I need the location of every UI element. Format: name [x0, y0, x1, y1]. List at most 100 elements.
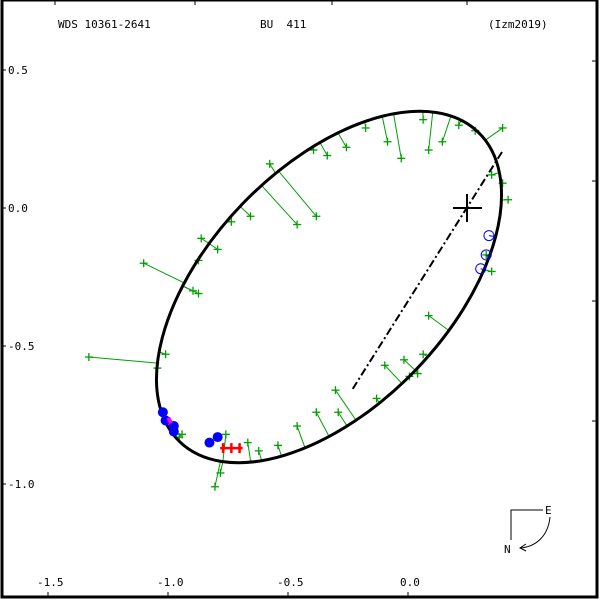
residual-line [384, 364, 403, 384]
line-of-nodes [351, 151, 503, 391]
residual-line [393, 113, 402, 159]
plus-marker [419, 350, 428, 359]
plus-marker [227, 217, 236, 226]
plus-marker [197, 234, 206, 243]
plus-marker [380, 361, 389, 370]
discoverer-label: BU 411 [260, 18, 306, 31]
plus-marker [504, 195, 513, 204]
plus-marker [487, 170, 496, 179]
circle-residual [480, 268, 485, 271]
x-axis-ticks-top [54, 0, 468, 5]
plus-marker [361, 123, 370, 132]
y-axis-ticks-left [2, 69, 6, 485]
plus-marker [293, 220, 302, 229]
plus-marker [139, 259, 148, 268]
plus-marker [216, 468, 225, 477]
plus-marker [254, 446, 263, 455]
plus-marker [383, 137, 392, 146]
plus-marker [334, 408, 343, 417]
residual-line [403, 359, 416, 371]
residual-line [239, 205, 251, 217]
circle-residual [485, 254, 490, 258]
plus-marker [246, 212, 255, 221]
plus-marker [189, 286, 197, 295]
x-tick-label: 0.0 [400, 576, 420, 589]
plus-marker [413, 369, 422, 378]
plus-marker [419, 115, 428, 124]
speckle-dot [204, 437, 215, 448]
speckle-dot [212, 432, 223, 443]
open-circle [475, 263, 487, 275]
plus-marker [178, 430, 187, 439]
plus-marker [342, 143, 351, 152]
plus-marker [438, 137, 447, 146]
residual-line [208, 243, 218, 250]
residual-line [319, 142, 328, 156]
y-tick-label: -0.5 [8, 340, 35, 353]
residual-line [428, 315, 450, 331]
x-tick-label: -1.5 [37, 576, 64, 589]
reference-label: (Izm2019) [488, 18, 548, 31]
residual-line [441, 115, 452, 142]
special-measure-markers [220, 443, 243, 454]
x-tick-label: -1.0 [157, 576, 184, 589]
residual-line [261, 185, 298, 225]
compass-north-label: N [504, 543, 511, 556]
residual-line [296, 425, 306, 449]
plus-marker [397, 154, 406, 163]
plus-marker [312, 408, 321, 417]
plus-marker [424, 311, 433, 320]
residual-line [485, 127, 503, 141]
wds-id-label: WDS 10361-2641 [58, 18, 151, 31]
plus-marker [498, 123, 507, 132]
plus-marker [424, 146, 433, 155]
plus-marker [84, 353, 93, 362]
residual-line [335, 389, 357, 421]
x-axis-ticks-bottom [47, 592, 409, 597]
compass-rose [510, 509, 551, 552]
y-tick-label: 0.0 [8, 202, 28, 215]
residual-line [315, 412, 330, 437]
orbit-ellipse [154, 109, 504, 465]
circled-positions [475, 230, 496, 275]
observation-residual-lines [88, 111, 509, 487]
residual-line [269, 163, 277, 174]
plus-marker [161, 350, 170, 359]
speckle-dot [157, 407, 168, 418]
speckle-markers [157, 407, 223, 448]
plus-marker [243, 438, 252, 447]
observation-markers [84, 115, 513, 491]
residual-line [337, 132, 347, 148]
residual-line [200, 237, 210, 244]
residual-line [88, 356, 158, 364]
plus-marker [213, 245, 222, 254]
speckle-dot [168, 426, 179, 437]
residual-line [381, 116, 389, 142]
plus-marker [273, 441, 282, 450]
plus-marker [399, 355, 408, 364]
plus-marker [293, 422, 302, 431]
plus-marker [372, 394, 381, 403]
circle-residual [488, 235, 496, 238]
residual-line [428, 112, 434, 151]
compass-east-label: E [545, 504, 552, 517]
plus-marker [194, 289, 203, 298]
interferometric-mark [166, 416, 173, 425]
open-circle [480, 249, 492, 261]
residual-line [337, 411, 348, 427]
plus-marker [331, 386, 340, 395]
x-tick-label: -0.5 [277, 576, 304, 589]
y-axis-ticks-right [592, 60, 597, 422]
plus-marker [265, 159, 274, 168]
plus-marker [487, 267, 496, 276]
plus-marker [454, 121, 463, 130]
y-tick-label: 0.5 [8, 64, 28, 77]
residual-line [278, 170, 317, 217]
plus-marker [221, 430, 230, 439]
plus-marker [210, 482, 219, 491]
primary-star-cross [453, 194, 482, 222]
residual-line [143, 262, 185, 284]
y-tick-label: -1.0 [8, 478, 35, 491]
